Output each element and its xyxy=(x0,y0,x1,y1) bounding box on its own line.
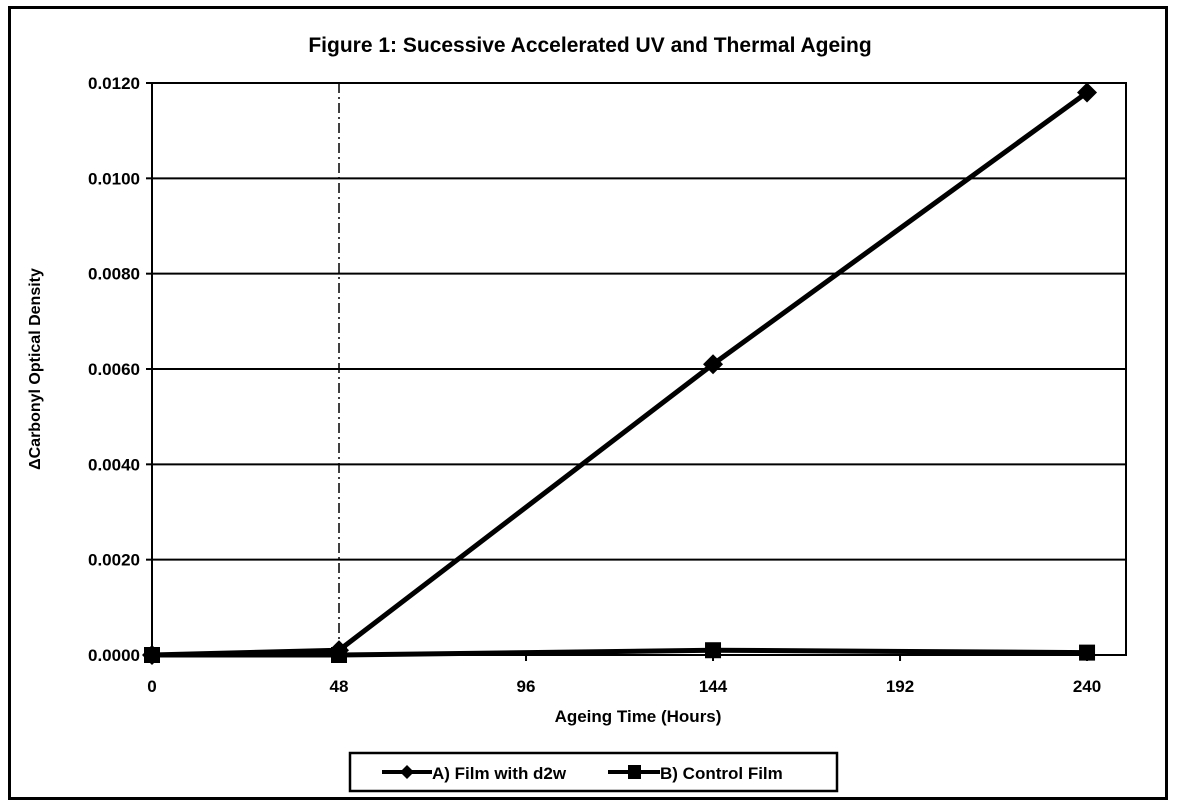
x-tick-label: 0 xyxy=(147,677,156,696)
x-axis-label: Ageing Time (Hours) xyxy=(555,707,722,726)
plot-area xyxy=(151,82,1127,656)
legend-label-a: A) Film with d2w xyxy=(432,764,567,783)
y-axis-label: ΔCarbonyl Optical Density xyxy=(27,268,44,470)
legend-label-b: B) Control Film xyxy=(660,764,783,783)
x-tick-label: 240 xyxy=(1073,677,1101,696)
legend: A) Film with d2w B) Control Film xyxy=(348,751,839,793)
chart-title: Figure 1: Sucessive Accelerated UV and T… xyxy=(308,34,871,57)
data-point-diamond xyxy=(703,354,724,375)
series-line-film-d2w xyxy=(151,90,1089,658)
data-point-square xyxy=(1079,644,1096,661)
data-point-diamond xyxy=(1077,82,1098,103)
y-tick-label: 0.0000 xyxy=(88,646,140,665)
x-tick-label: 144 xyxy=(699,677,728,696)
data-point-square xyxy=(144,647,160,663)
legend-diamond-marker xyxy=(400,765,414,779)
x-tick-label: 192 xyxy=(886,677,914,696)
y-tick-label: 0.0120 xyxy=(88,74,140,93)
data-point-square xyxy=(705,642,722,659)
y-tick-label: 0.0040 xyxy=(88,455,140,474)
legend-square-marker xyxy=(628,765,641,779)
x-tick-label: 96 xyxy=(517,677,536,696)
y-tick-label: 0.0020 xyxy=(88,551,140,570)
data-point-square xyxy=(331,647,348,663)
chart-frame xyxy=(8,6,1168,800)
x-tick-label: 48 xyxy=(330,677,349,696)
y-tick-label: 0.0060 xyxy=(88,360,140,379)
y-tick-label: 0.0080 xyxy=(88,265,140,284)
series-line-control-film xyxy=(152,647,1088,658)
y-tick-label: 0.0100 xyxy=(88,169,140,188)
